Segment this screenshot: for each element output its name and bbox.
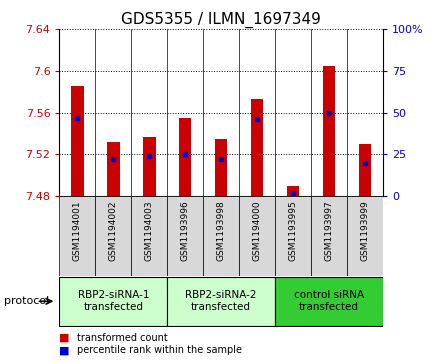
Text: GSM1194003: GSM1194003 xyxy=(145,200,154,261)
Bar xyxy=(311,196,347,276)
Bar xyxy=(347,196,383,276)
Bar xyxy=(59,277,167,326)
Text: GSM1193997: GSM1193997 xyxy=(324,200,334,261)
Bar xyxy=(59,196,95,276)
Bar xyxy=(107,142,120,196)
Text: percentile rank within the sample: percentile rank within the sample xyxy=(77,345,242,355)
Text: GSM1193996: GSM1193996 xyxy=(181,200,190,261)
Bar xyxy=(203,196,239,276)
Bar xyxy=(359,144,371,196)
Bar xyxy=(287,185,299,196)
Bar xyxy=(95,196,131,276)
Title: GDS5355 / ILMN_1697349: GDS5355 / ILMN_1697349 xyxy=(121,12,321,28)
Bar xyxy=(251,99,263,196)
Text: RBP2-siRNA-1
transfected: RBP2-siRNA-1 transfected xyxy=(77,290,149,312)
Text: ■: ■ xyxy=(59,333,70,343)
Bar xyxy=(167,277,275,326)
Text: GSM1193998: GSM1193998 xyxy=(216,200,226,261)
Bar xyxy=(71,86,84,196)
Text: GSM1193995: GSM1193995 xyxy=(289,200,297,261)
Text: GSM1194000: GSM1194000 xyxy=(253,200,261,261)
Text: RBP2-siRNA-2
transfected: RBP2-siRNA-2 transfected xyxy=(185,290,257,312)
Text: GSM1194001: GSM1194001 xyxy=(73,200,82,261)
Text: GSM1193999: GSM1193999 xyxy=(360,200,369,261)
Bar xyxy=(239,196,275,276)
Text: GSM1194002: GSM1194002 xyxy=(109,200,118,261)
Bar xyxy=(179,118,191,196)
Bar xyxy=(131,196,167,276)
Bar xyxy=(275,277,383,326)
Text: protocol: protocol xyxy=(4,296,50,306)
Bar xyxy=(323,66,335,196)
Bar xyxy=(215,139,227,196)
Bar xyxy=(275,196,311,276)
Text: transformed count: transformed count xyxy=(77,333,168,343)
Text: control siRNA
transfected: control siRNA transfected xyxy=(294,290,364,312)
Text: ■: ■ xyxy=(59,345,70,355)
Bar xyxy=(143,136,155,196)
Bar xyxy=(167,196,203,276)
